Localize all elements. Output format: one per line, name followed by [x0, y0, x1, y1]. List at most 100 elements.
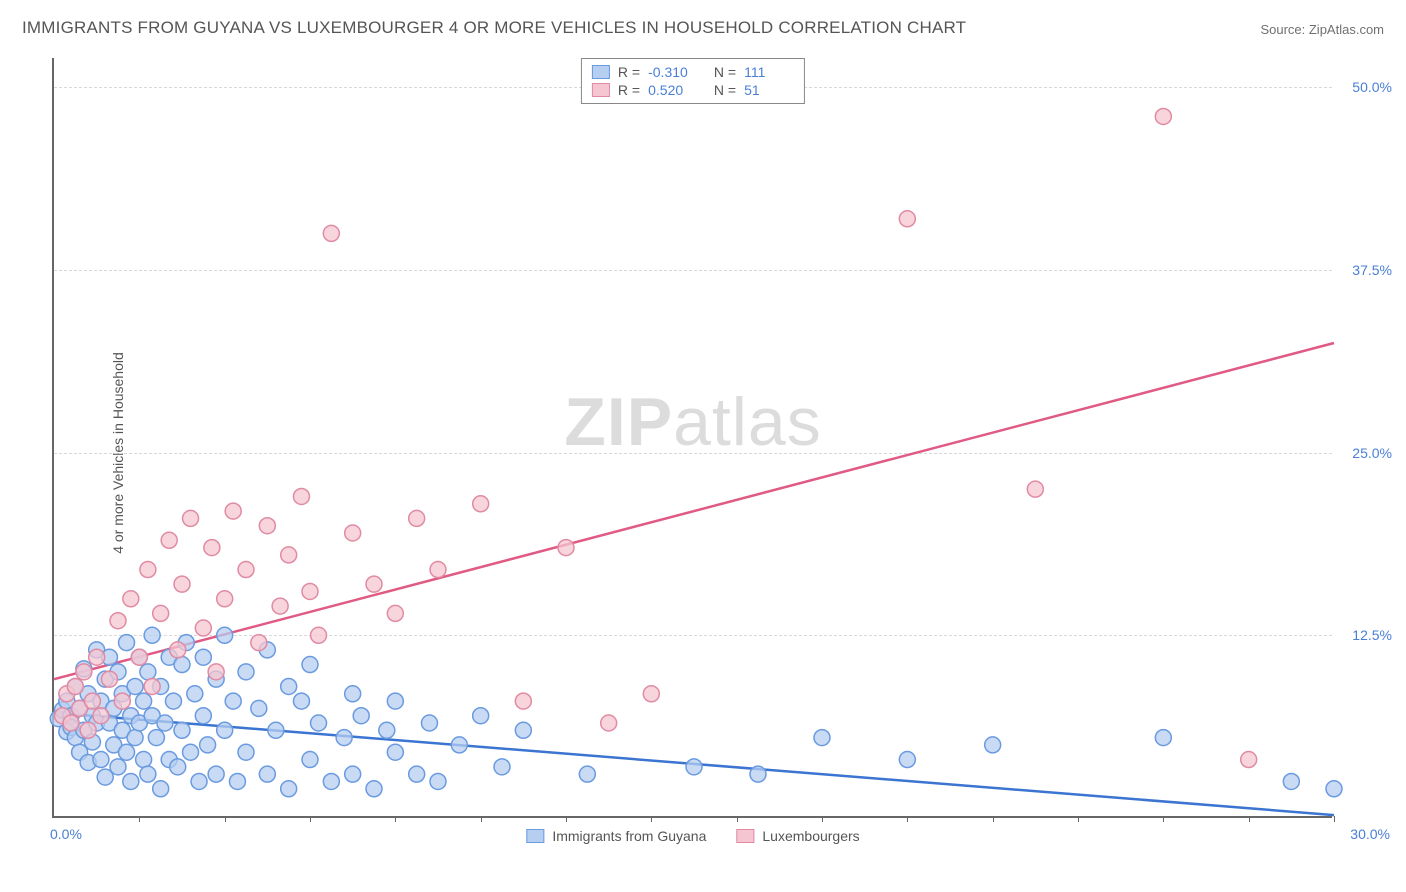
point-guyana: [93, 752, 109, 768]
point-guyana: [1283, 773, 1299, 789]
point-guyana: [387, 744, 403, 760]
point-guyana: [217, 722, 233, 738]
x-tick: [737, 816, 738, 822]
point-guyana: [985, 737, 1001, 753]
point-guyana: [229, 773, 245, 789]
point-guyana: [686, 759, 702, 775]
point-guyana: [421, 715, 437, 731]
point-lux: [293, 488, 309, 504]
point-guyana: [110, 759, 126, 775]
point-guyana: [238, 744, 254, 760]
x-tick: [310, 816, 311, 822]
swatch-guyana: [526, 829, 544, 843]
point-lux: [558, 540, 574, 556]
x-tick: [225, 816, 226, 822]
point-lux: [161, 532, 177, 548]
point-guyana: [353, 708, 369, 724]
swatch-lux: [592, 83, 610, 97]
legend-label: Luxembourgers: [762, 828, 859, 844]
point-guyana: [515, 722, 531, 738]
x-tick: [395, 816, 396, 822]
point-guyana: [345, 686, 361, 702]
point-guyana: [814, 730, 830, 746]
point-guyana: [140, 664, 156, 680]
point-guyana: [148, 730, 164, 746]
point-lux: [238, 562, 254, 578]
point-lux: [302, 583, 318, 599]
y-tick-label: 37.5%: [1352, 262, 1392, 278]
scatter-points: [54, 58, 1332, 816]
point-guyana: [174, 722, 190, 738]
point-guyana: [191, 773, 207, 789]
stats-row-guyana: R = -0.310 N = 111: [592, 63, 794, 81]
point-lux: [204, 540, 220, 556]
x-tick: [993, 816, 994, 822]
point-guyana: [136, 693, 152, 709]
point-lux: [114, 693, 130, 709]
point-lux: [430, 562, 446, 578]
x-tick: [1078, 816, 1079, 822]
x-min-label: 0.0%: [50, 826, 82, 842]
point-guyana: [379, 722, 395, 738]
swatch-lux: [736, 829, 754, 843]
point-guyana: [302, 752, 318, 768]
point-guyana: [195, 708, 211, 724]
point-guyana: [899, 752, 915, 768]
point-lux: [601, 715, 617, 731]
point-lux: [473, 496, 489, 512]
point-guyana: [1155, 730, 1171, 746]
point-guyana: [123, 773, 139, 789]
point-guyana: [1326, 781, 1342, 797]
point-lux: [225, 503, 241, 519]
point-guyana: [140, 766, 156, 782]
point-lux: [208, 664, 224, 680]
point-guyana: [251, 700, 267, 716]
point-lux: [366, 576, 382, 592]
point-guyana: [336, 730, 352, 746]
point-lux: [899, 211, 915, 227]
point-lux: [281, 547, 297, 563]
y-tick-label: 12.5%: [1352, 627, 1392, 643]
point-guyana: [119, 744, 135, 760]
y-tick-label: 50.0%: [1352, 79, 1392, 95]
x-tick: [651, 816, 652, 822]
point-guyana: [119, 635, 135, 651]
point-lux: [174, 576, 190, 592]
point-lux: [643, 686, 659, 702]
x-max-label: 30.0%: [1350, 826, 1390, 842]
point-lux: [131, 649, 147, 665]
point-lux: [76, 664, 92, 680]
x-tick: [822, 816, 823, 822]
point-lux: [345, 525, 361, 541]
point-guyana: [345, 766, 361, 782]
point-guyana: [217, 627, 233, 643]
point-lux: [259, 518, 275, 534]
point-guyana: [187, 686, 203, 702]
point-guyana: [144, 627, 160, 643]
x-tick: [481, 816, 482, 822]
x-tick: [566, 816, 567, 822]
point-lux: [110, 613, 126, 629]
r-label: R =: [618, 64, 640, 80]
point-lux: [153, 605, 169, 621]
x-tick: [1163, 816, 1164, 822]
point-lux: [323, 225, 339, 241]
point-guyana: [494, 759, 510, 775]
point-guyana: [238, 664, 254, 680]
y-tick-label: 25.0%: [1352, 445, 1392, 461]
point-guyana: [259, 766, 275, 782]
point-guyana: [387, 693, 403, 709]
swatch-guyana: [592, 65, 610, 79]
point-lux: [387, 605, 403, 621]
x-tick: [139, 816, 140, 822]
legend-label: Immigrants from Guyana: [552, 828, 706, 844]
point-lux: [67, 678, 83, 694]
n-value: 51: [744, 82, 794, 98]
point-lux: [144, 678, 160, 694]
point-guyana: [157, 715, 173, 731]
point-guyana: [200, 737, 216, 753]
point-guyana: [293, 693, 309, 709]
x-tick: [1334, 816, 1335, 822]
point-guyana: [153, 781, 169, 797]
point-guyana: [579, 766, 595, 782]
